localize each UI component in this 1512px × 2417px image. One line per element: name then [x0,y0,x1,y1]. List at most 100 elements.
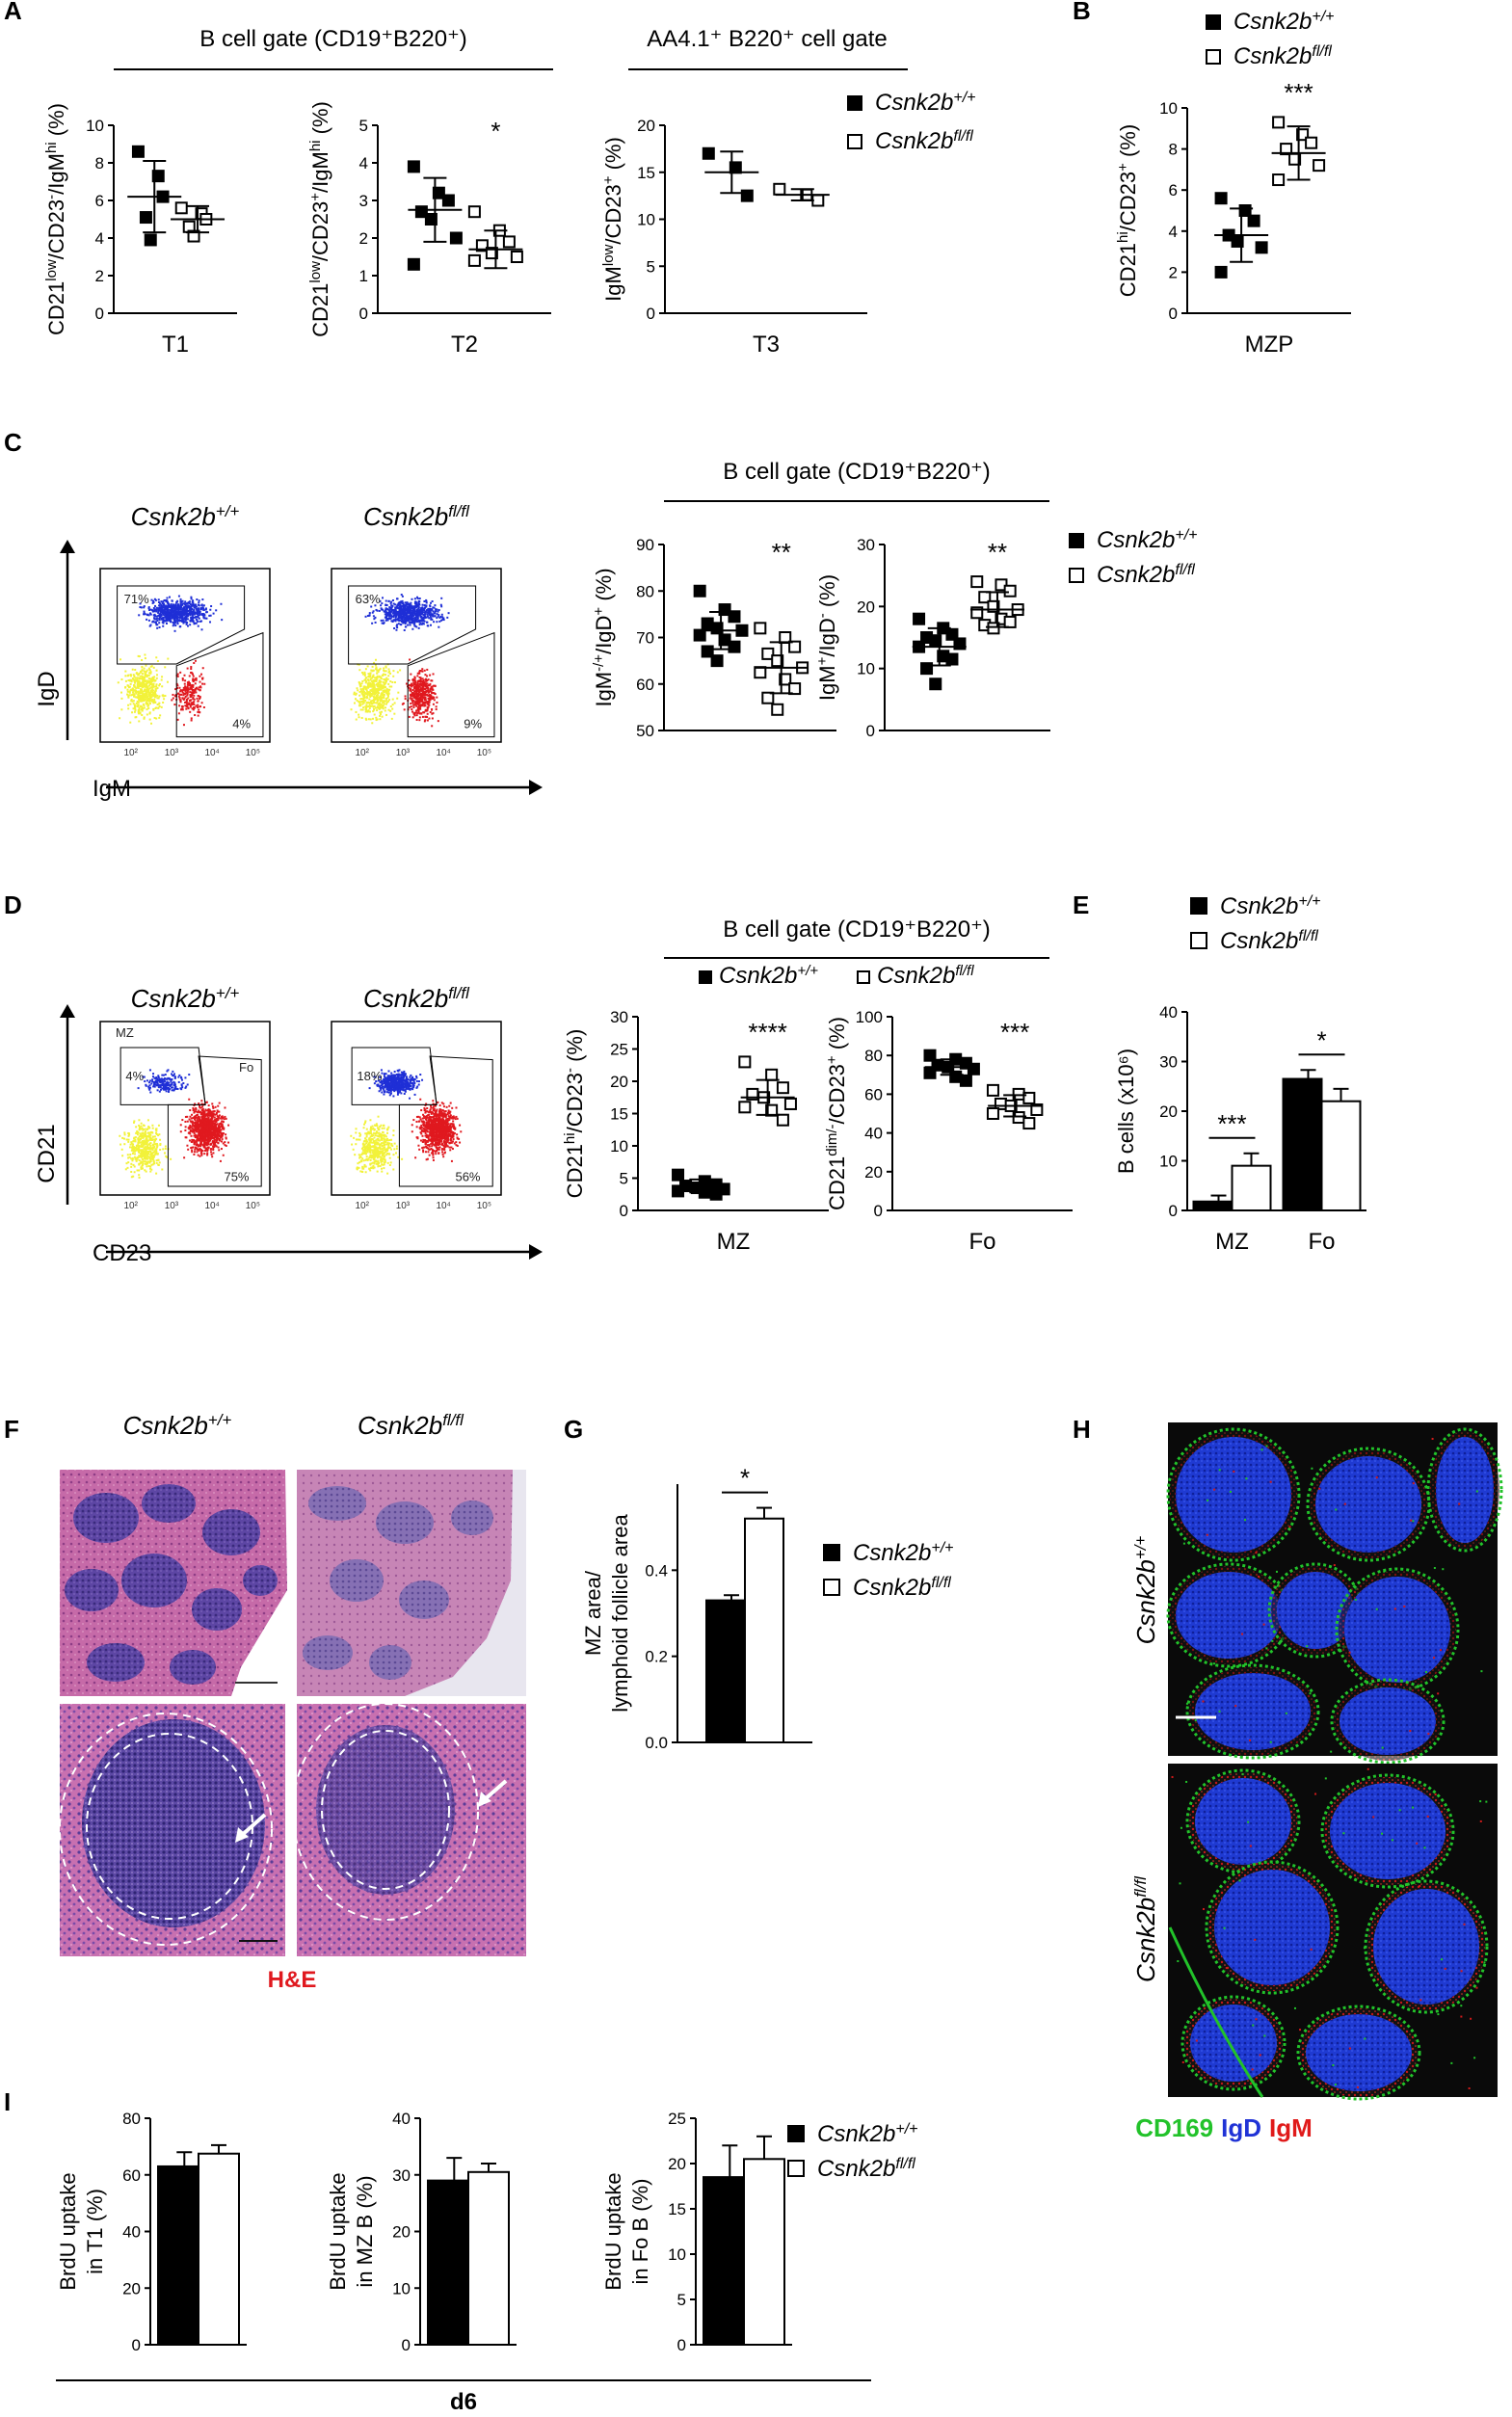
he-images: Csnk2b+/+ Csnk2bfl/fl [59,1411,526,1956]
facs-c-ko: 63% 9% 10² 10³ 10⁴ 10⁵ [331,568,502,758]
fluo-wt-speck [1233,1470,1235,1473]
E-ylabel: B cells (x10⁶) [1114,1049,1138,1174]
A3-ytick-label: 10 [637,211,655,229]
D1-ytick-label: 10 [610,1137,628,1155]
B-ytick-label: 4 [1169,223,1178,241]
fluo-wt-speck [1271,1639,1274,1642]
B-ylabel: CD21hi/CD23+ (%) [1115,124,1141,297]
fluo-wt-follicle [1315,1456,1421,1553]
B-ko-point [1305,136,1318,149]
he-wt-follicle [192,1588,242,1631]
panel-letter-d: D [4,890,22,919]
leg-A-wt-swatch [847,95,862,111]
I3-ylabel: in Fo B (%) [628,2178,652,2284]
fluo-ko-speck [1195,2039,1198,2042]
I2-ytick-label: 20 [392,2223,411,2242]
facs-C-ko-xtick-label: 10⁵ [477,748,491,758]
fluo-wt-speck [1258,1575,1260,1578]
B-ytick-label: 8 [1169,141,1178,159]
chart-i2: 0 10 20 30 40 BrdU uptake in MZ B (%) [326,2110,517,2354]
fluo-wt-speck [1245,1477,1248,1480]
fluo-wt-speck [1410,1519,1413,1522]
C2-wt-point [920,662,934,676]
fluo-ko-speck [1342,1832,1345,1835]
facs-C-ko-xtick-label: 10⁴ [436,748,450,758]
I1-ko-bar [198,2152,240,2346]
fluo-wt-speck [1234,1705,1237,1708]
legend-i: Csnk2b+/+ Csnk2bfl/fl [787,2121,918,2182]
I3-ko-bar [743,2158,785,2347]
facs-D-wt-frame [99,1021,271,1196]
D1-ytick-label: 5 [620,1170,628,1188]
B-xlabel: MZP [1245,332,1294,358]
chart-c1: 50 60 70 80 90 IgM-/+/IgD+ (%) ** [591,536,836,740]
leg-G-wt-swatch [823,1544,840,1561]
fluo-wt-speck [1335,1508,1338,1511]
fluo-ko-speck [1348,2047,1351,2050]
A3-ko-point [811,194,825,207]
chart-d1: 0 5 10 15 20 25 30 CD21hi/CD23- (%) MZ **** [562,1008,829,1255]
fluo-ko-speck [1293,2006,1296,2009]
facs-C-wt-events [117,595,224,727]
A1-wt-point [151,170,165,183]
I3-ylabel: BrdU uptake [601,2172,625,2290]
E-ytick-label: 10 [1159,1153,1178,1171]
fluo-wt-speck [1288,1526,1291,1528]
fluo-wt-speck [1311,1467,1313,1470]
A3-ytick-label: 5 [647,257,655,276]
fluo-ko-speck [1398,1809,1401,1812]
fluo-wt-speck [1265,1647,1268,1650]
fluo-ko-speck [1479,1800,1482,1803]
fluo-ko-follicle [1306,2014,1412,2091]
fluo-wt-speck [1381,1746,1384,1749]
fluo-wt-speck [1480,1670,1483,1673]
fluo-wt-speck [1185,1702,1188,1705]
facs-D-ko-pct-mz: 18% [357,1069,382,1083]
stain-igm: IgM [1269,2113,1313,2142]
fluo-ko-cd169-ring [1205,1860,1340,1995]
D2-ko-point [1030,1102,1044,1116]
fluo-wt-speck [1375,1476,1378,1479]
E-wt-bar [1282,1077,1323,1212]
facs-C-ko-pct-bottom: 9% [464,717,482,731]
A3-xlabel: T3 [753,332,780,358]
fluo-ko-speck [1299,2029,1302,2032]
fluo-wt-speck [1409,1730,1412,1733]
E-significance: * [1316,1025,1326,1054]
A2-significance: * [491,117,500,146]
he-ko-follicle [303,1635,353,1670]
A2-wt-point [432,186,445,199]
fluo-ko-speck [1463,1923,1466,1926]
leg-G-ko-label: Csnk2bfl/fl [853,1575,951,1602]
chart-a2: 0 1 2 3 4 5 CD21low/CD23+/IgMhi (%) T2 * [307,101,551,358]
leg-B-wt-label: Csnk2b+/+ [1233,9,1335,36]
fluo-wt-speck [1207,1499,1209,1501]
E-ytick-label: 40 [1159,1003,1178,1022]
A2-wt-point [414,205,428,219]
he-wt-follicle [73,1493,139,1543]
fluo-ko-title: Csnk2bfl/fl [1131,1875,1161,1982]
I3-ytick-label: 25 [668,2110,686,2128]
he-wt-follicle [87,1643,145,1682]
fluo-wt-speck [1318,1487,1321,1490]
G-ytick-label: 0.4 [645,1561,668,1580]
A1-ko-point [174,201,188,215]
C2-ytick-label: 20 [857,598,875,616]
E-category-label: Fo [1308,1229,1335,1255]
fluo-wt-speck [1218,1469,1221,1472]
leg-D-ko-swatch [857,970,870,984]
facs-ax-D-gate-label-fo: Fo [239,1060,253,1075]
A1-ytick-label: 10 [86,117,104,135]
I2-ytick-label: 30 [392,2166,411,2185]
A2-wt-point [407,160,420,173]
facs-c-wt-title: Csnk2b+/+ [131,502,240,532]
he-wt-outer-dash [59,1713,273,1946]
A3-ytick-label: 0 [647,305,655,323]
A1-wt-point [144,233,157,247]
A2-wt-point [407,257,420,271]
fluo-ko-speck [1241,1773,1244,1776]
facs-D-wt-xtick-label: 10² [123,1201,138,1211]
fluo-wt-speck [1309,1692,1312,1695]
stain-igd: IgD [1221,2113,1261,2142]
leg-I-ko-swatch [787,2160,805,2177]
